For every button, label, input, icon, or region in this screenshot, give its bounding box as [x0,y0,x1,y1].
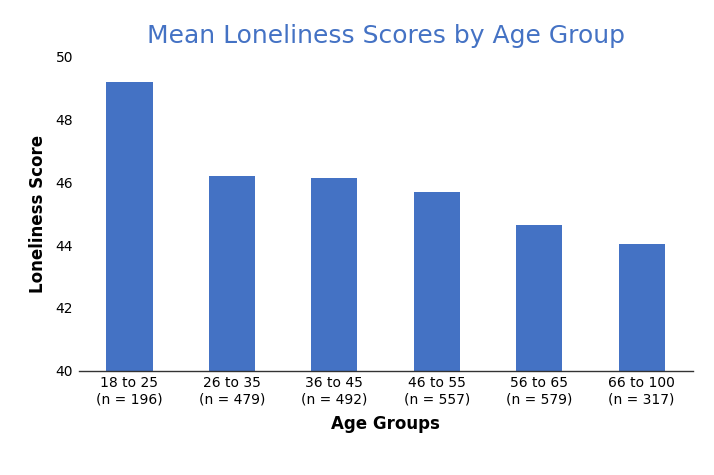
Bar [209,176,255,475]
Bar [516,225,562,475]
X-axis label: Age Groups: Age Groups [331,415,440,433]
Bar [618,244,665,475]
Bar [413,192,460,475]
Bar [106,82,153,475]
Bar [311,178,358,475]
Y-axis label: Loneliness Score: Loneliness Score [29,135,47,293]
Title: Mean Loneliness Scores by Age Group: Mean Loneliness Scores by Age Group [146,24,625,48]
